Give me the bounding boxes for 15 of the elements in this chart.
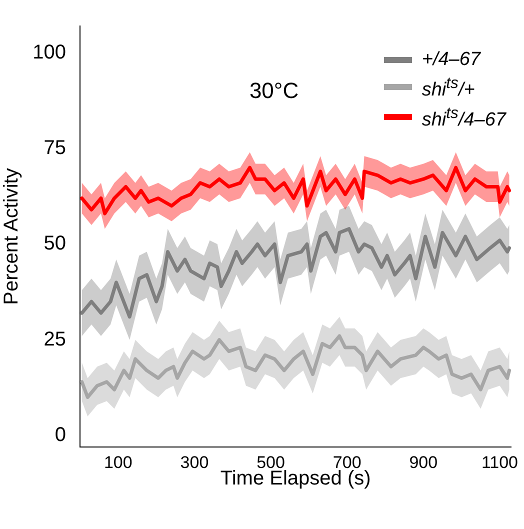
legend-label: +/4–67 — [422, 48, 480, 72]
annotation: 30°C — [249, 78, 299, 104]
x-tick-label: 1100 — [481, 452, 518, 472]
y-tick-label: 75 — [44, 136, 66, 159]
legend-label: shi$^{ts}$/+ — [422, 74, 475, 102]
legend-label: shi$^{ts}$/4–67 — [422, 104, 506, 133]
y-axis-title: Percent Activity — [0, 168, 23, 305]
x-tick-label: 100 — [104, 452, 132, 472]
x-tick-label: 300 — [180, 452, 209, 472]
x-tick-label: 900 — [409, 452, 438, 472]
y-tick-label: 25 — [44, 328, 66, 350]
y-tick-label: 50 — [44, 232, 66, 255]
y-tick-label: 100 — [32, 41, 66, 64]
x-axis-title: Time Elapsed (s) — [220, 468, 371, 490]
y-tick-label: 0 — [54, 424, 66, 446]
